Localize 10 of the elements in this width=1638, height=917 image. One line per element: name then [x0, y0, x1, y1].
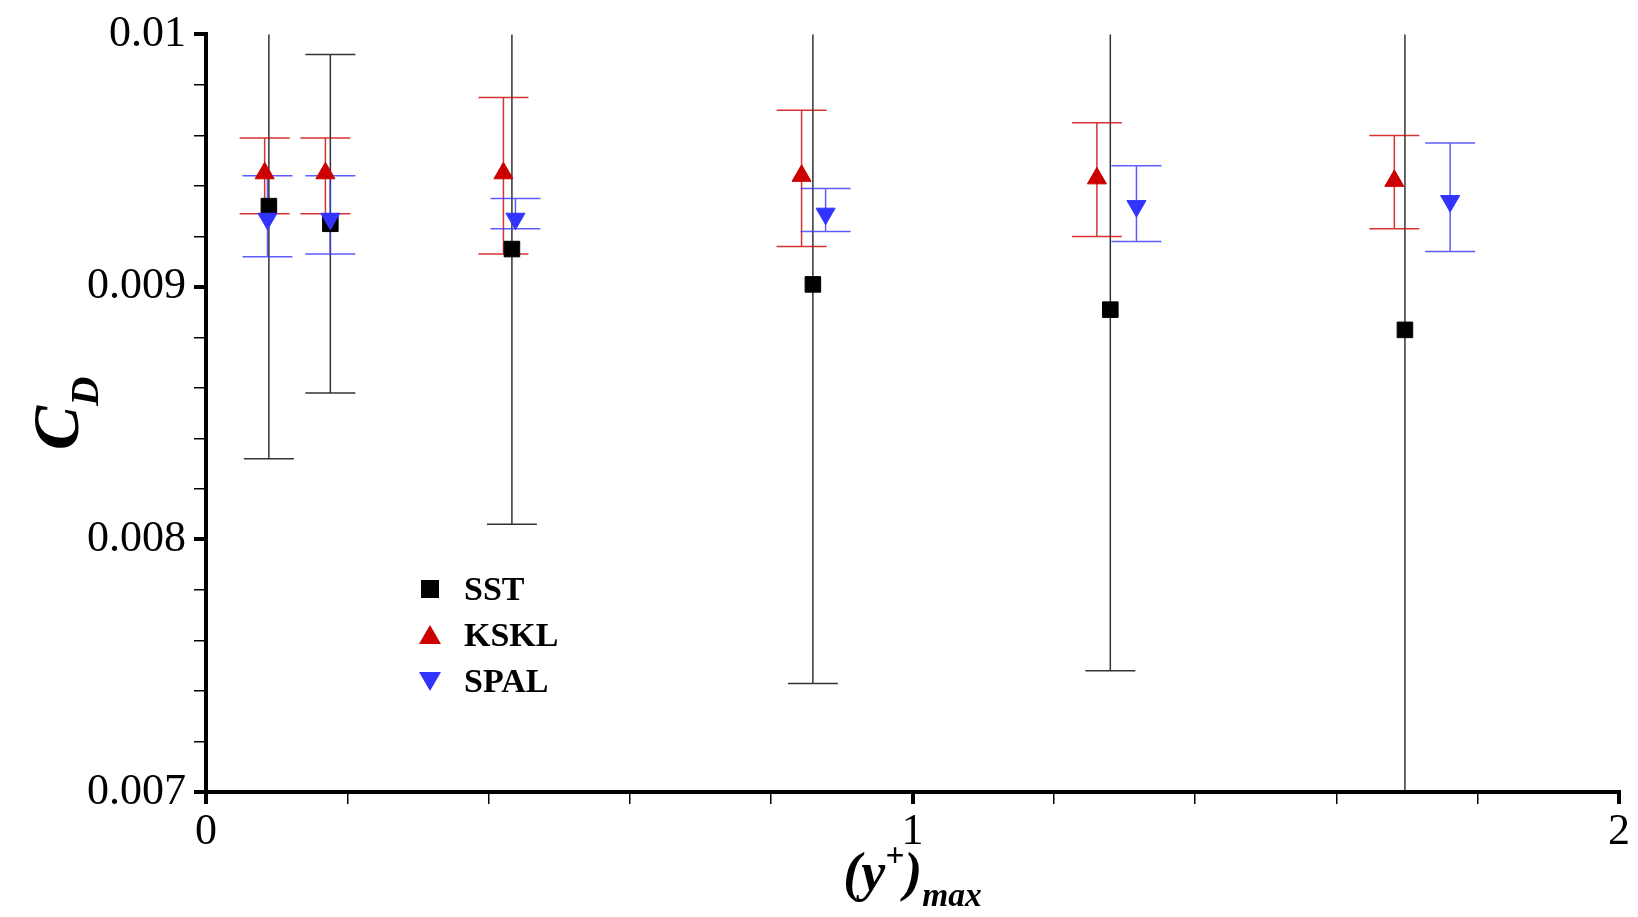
- y-axis-title: CD: [19, 376, 107, 450]
- y-tick-label: 0.007: [87, 764, 186, 814]
- x-tick-label: 2: [1608, 804, 1630, 854]
- legend-label: KSKL: [464, 615, 559, 655]
- x-tick-label: 0: [195, 804, 217, 854]
- y-tick-label: 0.009: [87, 259, 186, 309]
- y-tick-label: 0.008: [87, 512, 186, 562]
- legend-label: SPAL: [464, 661, 549, 701]
- legend-label: SST: [464, 569, 525, 609]
- y-tick-label: 0.01: [109, 6, 186, 56]
